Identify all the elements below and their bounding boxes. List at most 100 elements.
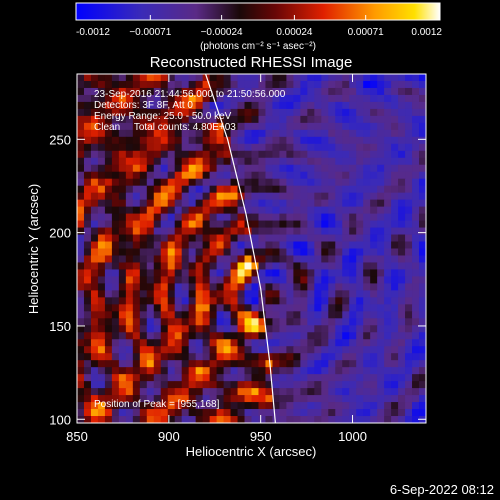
heatmap-cell [202, 346, 211, 354]
heatmap-cell [349, 108, 357, 117]
heatmap-cell [181, 80, 190, 89]
heatmap-cell [321, 346, 329, 354]
heatmap-cell [181, 150, 190, 159]
heatmap-cell [104, 115, 113, 124]
heatmap-cell [279, 248, 287, 256]
heatmap-cell [153, 129, 162, 138]
heatmap-cell [398, 374, 406, 382]
heatmap-cell [321, 171, 329, 180]
heatmap-cell [111, 94, 120, 103]
heatmap-cell [258, 115, 266, 124]
heatmap-cell [83, 164, 92, 173]
heatmap-cell [244, 304, 252, 312]
heatmap-cell [370, 136, 378, 145]
heatmap-cell [384, 178, 392, 187]
heatmap-cell [314, 108, 322, 117]
heatmap-cell [335, 402, 343, 410]
heatmap-cell [356, 374, 364, 382]
heatmap-cell [188, 402, 197, 410]
heatmap-cell [307, 374, 315, 382]
heatmap-cell [272, 353, 280, 361]
heatmap-cell [195, 255, 204, 263]
heatmap-cell [202, 87, 211, 96]
heatmap-cell [216, 290, 224, 298]
heatmap-cell [335, 80, 343, 89]
heatmap-cell [181, 269, 190, 277]
heatmap-cell [363, 115, 371, 124]
heatmap-cell [251, 360, 259, 368]
heatmap-cell [342, 87, 350, 96]
heatmap-cell [216, 171, 224, 180]
heatmap-cell [356, 402, 364, 410]
heatmap-cell [104, 367, 113, 375]
heatmap-cell [293, 87, 301, 96]
heatmap-cell [328, 185, 336, 194]
heatmap-cell [391, 234, 399, 242]
heatmap-cell [244, 269, 252, 277]
heatmap-cell [153, 74, 162, 82]
heatmap-cell [188, 318, 197, 326]
heatmap-cell [370, 304, 378, 312]
heatmap-cell [153, 94, 162, 103]
heatmap-cell [153, 234, 162, 242]
heatmap-cell [321, 143, 329, 152]
heatmap-cell [321, 129, 329, 138]
heatmap-cell [300, 108, 308, 117]
heatmap-cell [370, 297, 378, 305]
heatmap-cell [328, 171, 336, 180]
heatmap-cell [265, 143, 273, 152]
heatmap-cell [237, 276, 245, 284]
heatmap-cell [405, 367, 413, 375]
heatmap-cell [286, 311, 294, 319]
heatmap-cell [202, 101, 211, 110]
heatmap-cell [160, 241, 169, 249]
heatmap-cell [132, 304, 141, 312]
heatmap-cell [328, 262, 336, 270]
heatmap-cell [279, 115, 287, 124]
heatmap-cell [300, 101, 308, 110]
heatmap-cell [335, 353, 343, 361]
heatmap-cell [132, 241, 141, 249]
heatmap-cell [118, 304, 127, 312]
heatmap-cell [286, 283, 294, 291]
heatmap-cell [104, 108, 113, 117]
heatmap-cell [328, 101, 336, 110]
heatmap-cell [174, 136, 183, 145]
heatmap-cell [209, 388, 217, 396]
heatmap-cell [216, 206, 224, 214]
heatmap-cell [398, 143, 406, 152]
heatmap-cell [139, 108, 148, 117]
heatmap-cell [342, 346, 350, 354]
heatmap-cell [97, 311, 106, 319]
heatmap-cell [216, 136, 224, 145]
heatmap-cell [146, 255, 155, 263]
heatmap-cell [307, 171, 315, 180]
heatmap-cell [146, 262, 155, 270]
heatmap-cell [195, 108, 204, 117]
heatmap-cell [307, 339, 315, 347]
heatmap-cell [195, 213, 204, 221]
heatmap-cell [153, 402, 162, 410]
heatmap-cell [384, 297, 392, 305]
heatmap-cell [202, 115, 211, 124]
heatmap-cell [349, 353, 357, 361]
heatmap-cell [377, 157, 385, 166]
heatmap-cell [335, 136, 343, 145]
heatmap-cell [293, 108, 301, 117]
heatmap-cell [195, 136, 204, 145]
heatmap-cell [202, 416, 211, 423]
heatmap-cell [265, 164, 273, 173]
heatmap-cell [174, 353, 183, 361]
heatmap-cell [356, 262, 364, 270]
heatmap-cell [391, 416, 399, 423]
heatmap-cell [174, 227, 183, 235]
heatmap-cell [300, 381, 308, 389]
heatmap-cell [419, 241, 426, 249]
heatmap-cell [265, 213, 273, 221]
heatmap-cell [293, 136, 301, 145]
heatmap-cell [139, 164, 148, 173]
heatmap-cell [405, 339, 413, 347]
heatmap-cell [356, 220, 364, 228]
